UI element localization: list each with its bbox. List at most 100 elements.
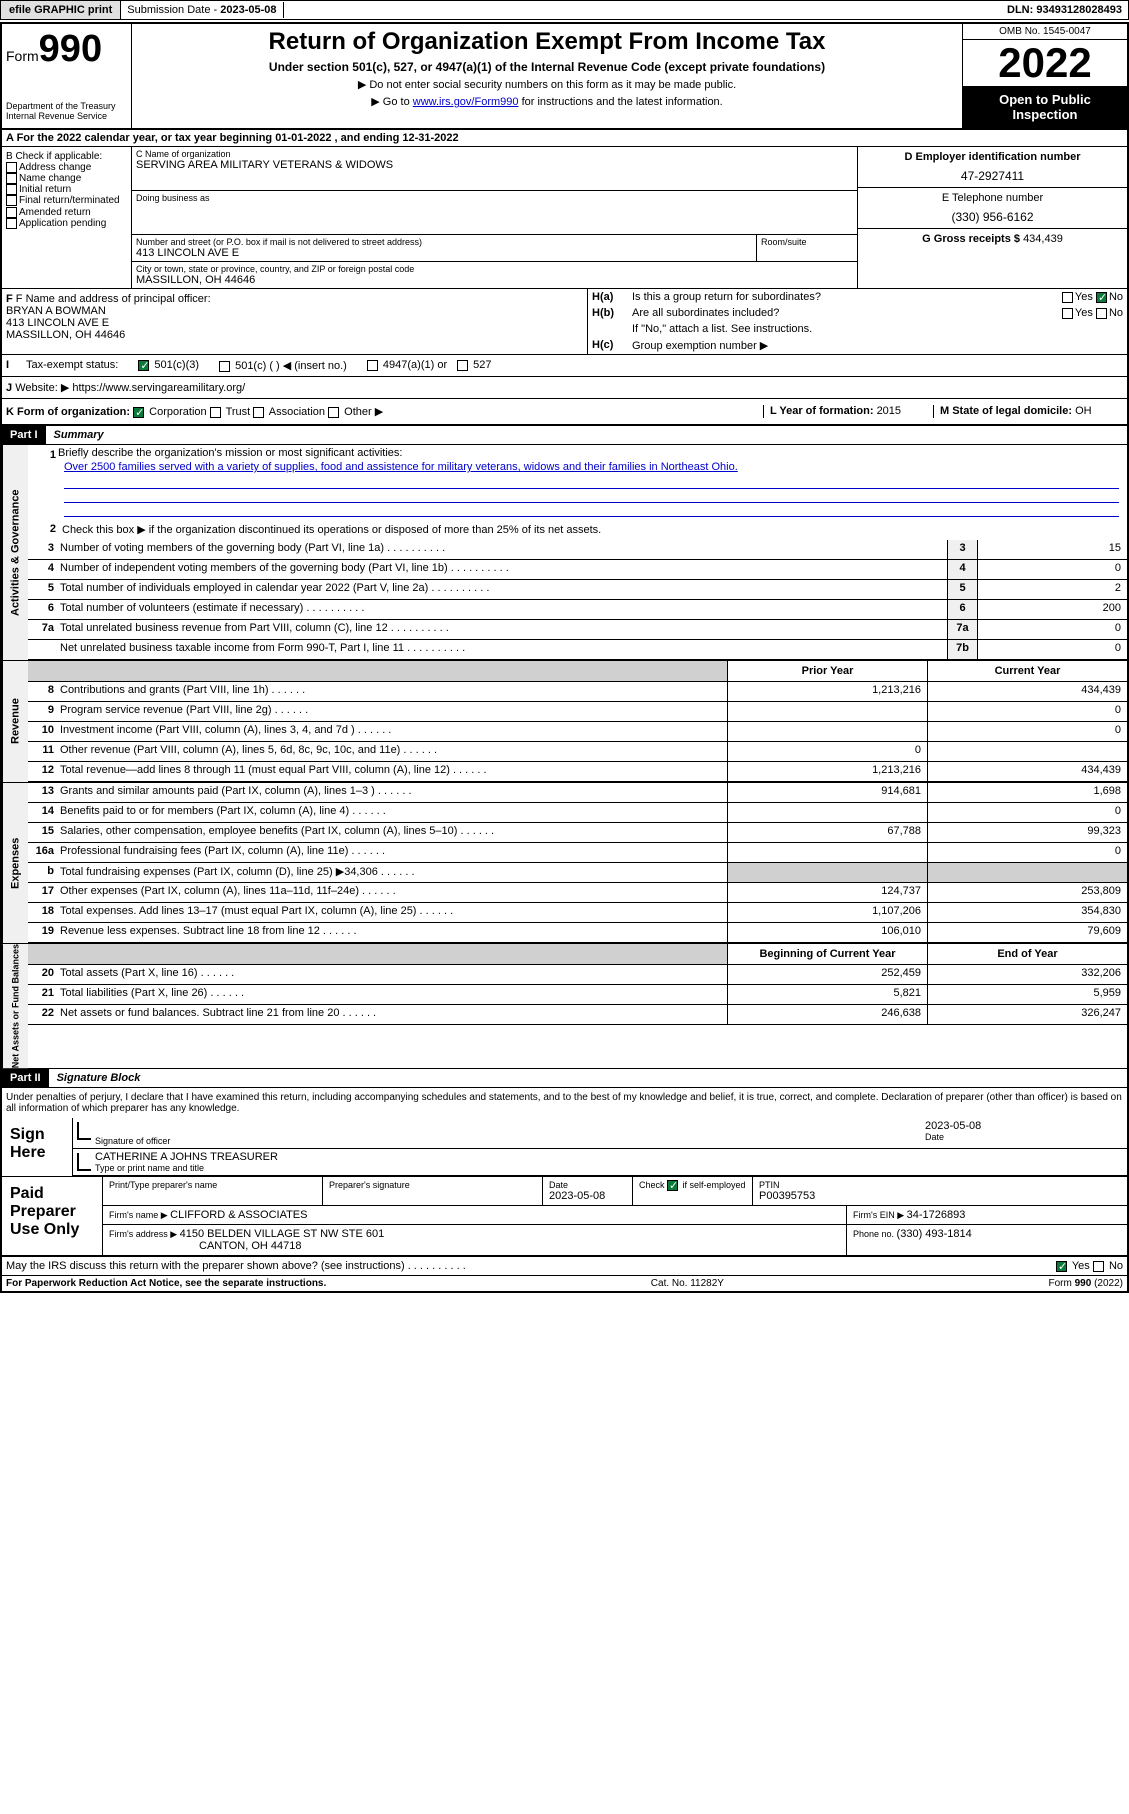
line-j-label: J — [6, 382, 12, 394]
row-num: 16a — [28, 843, 56, 862]
street-label: Number and street (or P.O. box if mail i… — [136, 237, 752, 247]
row-text: Investment income (Part VIII, column (A)… — [56, 722, 727, 741]
curr-val: 0 — [927, 803, 1127, 822]
chk-app-pending[interactable] — [6, 218, 17, 229]
gross-receipts-value: 434,439 — [1023, 233, 1063, 245]
efile-print-button[interactable]: efile GRAPHIC print — [1, 1, 121, 19]
officer-name: BRYAN A BOWMAN — [6, 305, 583, 317]
chk-501c[interactable] — [219, 361, 230, 372]
chk-501c3[interactable] — [138, 360, 149, 371]
officer-addr2: MASSILLON, OH 44646 — [6, 329, 583, 341]
prior-val: 124,737 — [727, 883, 927, 902]
row-val: 0 — [977, 620, 1127, 639]
curr-val: 1,698 — [927, 783, 1127, 802]
firm-addr1: 4150 BELDEN VILLAGE ST NW STE 601 — [180, 1228, 385, 1240]
row-num: 10 — [28, 722, 56, 741]
pra-notice: For Paperwork Reduction Act Notice, see … — [6, 1278, 326, 1289]
phone-label: E Telephone number — [862, 192, 1123, 204]
website-label: Website: ▶ — [15, 382, 69, 394]
row-val: 15 — [977, 540, 1127, 559]
curr-val: 79,609 — [927, 923, 1127, 942]
org-name-label: C Name of organization — [136, 149, 853, 159]
row-num: 19 — [28, 923, 56, 942]
hdr-current-year: Current Year — [927, 661, 1127, 681]
row-text: Total liabilities (Part X, line 26) — [56, 985, 727, 1004]
curr-val: 5,959 — [927, 985, 1127, 1004]
row-text: Net assets or fund balances. Subtract li… — [56, 1005, 727, 1024]
officer-label: F F Name and address of principal office… — [6, 293, 583, 305]
chk-4947[interactable] — [367, 360, 378, 371]
part2-title: Signature Block — [49, 1069, 149, 1087]
prep-date-label: Date — [549, 1180, 626, 1190]
hb-no[interactable] — [1096, 308, 1107, 319]
chk-corp[interactable] — [133, 407, 144, 418]
discuss-text: May the IRS discuss this return with the… — [6, 1260, 1056, 1272]
chk-other[interactable] — [328, 407, 339, 418]
row-val: 0 — [977, 560, 1127, 579]
self-employed-label: Check if self-employed — [639, 1180, 746, 1191]
year-formation: 2015 — [877, 405, 901, 417]
hdr-beginning: Beginning of Current Year — [727, 944, 927, 964]
firm-name-label: Firm's name ▶ — [109, 1210, 170, 1220]
city-state-zip: MASSILLON, OH 44646 — [136, 274, 853, 286]
ssn-note: ▶ Do not enter social security numbers o… — [136, 78, 958, 91]
domicile: OH — [1075, 405, 1092, 417]
row-num: 4 — [28, 560, 56, 579]
chk-final-return[interactable] — [6, 195, 17, 206]
row-text: Total revenue—add lines 8 through 11 (mu… — [56, 762, 727, 781]
officer-name-title: CATHERINE A JOHNS TREASURER — [95, 1151, 1125, 1163]
chk-527[interactable] — [457, 360, 468, 371]
prep-date: 2023-05-08 — [549, 1190, 626, 1202]
discuss-yes[interactable] — [1056, 1261, 1067, 1272]
ha-no[interactable] — [1096, 292, 1107, 303]
dln: DLN: 93493128028493 — [1001, 2, 1128, 18]
irs-label: Internal Revenue Service — [6, 111, 127, 121]
row-text: Salaries, other compensation, employee b… — [56, 823, 727, 842]
row-num: 22 — [28, 1005, 56, 1024]
firm-phone-label: Phone no. — [853, 1229, 897, 1239]
ha-yes[interactable] — [1062, 292, 1073, 303]
gross-receipts-label: G Gross receipts $ — [922, 233, 1023, 245]
chk-address-change[interactable] — [6, 162, 17, 173]
row-text: Total assets (Part X, line 16) — [56, 965, 727, 984]
row-text: Other revenue (Part VIII, column (A), li… — [56, 742, 727, 761]
row-text: Total number of volunteers (estimate if … — [56, 600, 947, 619]
row-num: 12 — [28, 762, 56, 781]
officer-sig-label: Signature of officer — [95, 1136, 925, 1146]
q2-text: Check this box ▶ if the organization dis… — [58, 521, 1125, 538]
chk-amended[interactable] — [6, 207, 17, 218]
prior-val: 1,213,216 — [727, 682, 927, 701]
part1-title: Summary — [46, 426, 112, 444]
row-num: 9 — [28, 702, 56, 721]
irs-link[interactable]: www.irs.gov/Form990 — [413, 96, 519, 108]
chk-name-change[interactable] — [6, 173, 17, 184]
hc-label: H(c) — [592, 339, 632, 352]
hb-yes[interactable] — [1062, 308, 1073, 319]
row-box: 5 — [947, 580, 977, 599]
phone-value: (330) 956-6162 — [862, 210, 1123, 224]
curr-val: 99,323 — [927, 823, 1127, 842]
chk-self-employed[interactable] — [667, 1180, 678, 1191]
form-title: Return of Organization Exempt From Incom… — [136, 28, 958, 56]
form-label: Form — [6, 48, 39, 64]
row-num: 14 — [28, 803, 56, 822]
row-text: Contributions and grants (Part VIII, lin… — [56, 682, 727, 701]
curr-val — [927, 742, 1127, 761]
row-num: 6 — [28, 600, 56, 619]
firm-ein-label: Firm's EIN ▶ — [853, 1210, 907, 1220]
row-num: 21 — [28, 985, 56, 1004]
hb-note: If "No," attach a list. See instructions… — [632, 323, 1123, 335]
curr-val: 253,809 — [927, 883, 1127, 902]
curr-val: 0 — [927, 843, 1127, 862]
sig-date-label: Date — [925, 1132, 1125, 1142]
row-text: Grants and similar amounts paid (Part IX… — [56, 783, 727, 802]
discuss-no[interactable] — [1093, 1261, 1104, 1272]
side-net-assets: Net Assets or Fund Balances — [2, 944, 28, 1068]
box-b-title: B Check if applicable: — [6, 151, 127, 162]
chk-assoc[interactable] — [253, 407, 264, 418]
row-num: 11 — [28, 742, 56, 761]
chk-trust[interactable] — [210, 407, 221, 418]
chk-initial-return[interactable] — [6, 184, 17, 195]
curr-val: 332,206 — [927, 965, 1127, 984]
side-activities: Activities & Governance — [2, 445, 28, 660]
